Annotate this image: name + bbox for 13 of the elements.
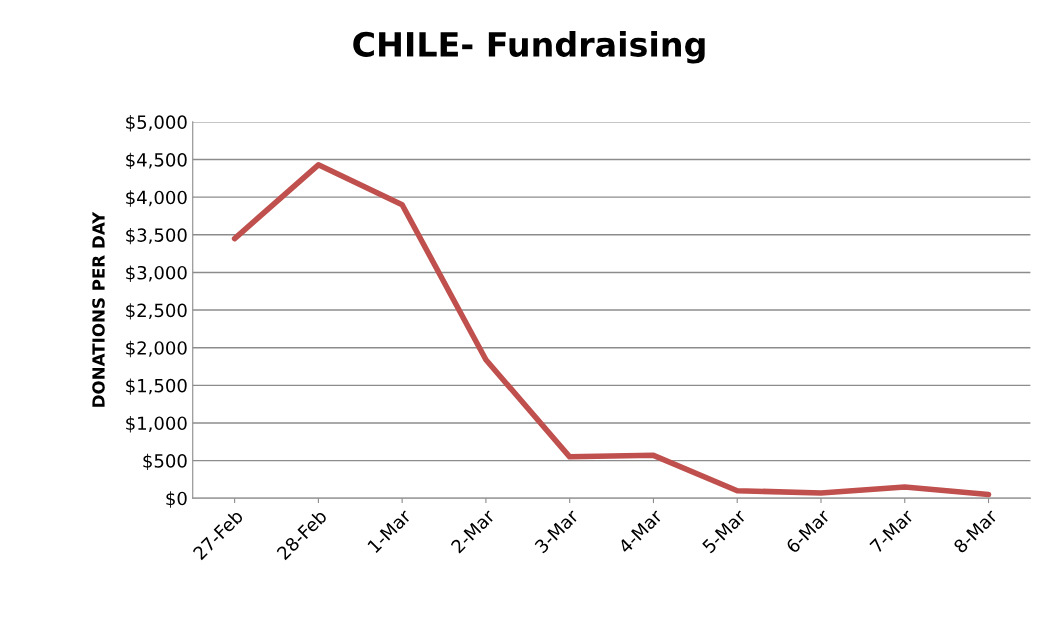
y-tick-label: $2,500 — [126, 303, 187, 320]
y-tick-label: $1,500 — [126, 378, 187, 395]
y-tick-label: $4,500 — [126, 152, 187, 170]
y-tick-label: $2,000 — [126, 340, 187, 358]
y-tick-label: $3,000 — [126, 265, 187, 282]
y-tick-label: $3,500 — [126, 227, 187, 245]
y-tick-label: $1,000 — [126, 416, 187, 433]
y-tick-label: $4,000 — [126, 190, 187, 207]
y-axis-title: DONATIONS PER DAY — [92, 211, 105, 407]
y-tick-label: $5,000 — [126, 115, 187, 132]
y-tick-label: $500 — [143, 453, 187, 471]
chart-title: CHILE- Fundraising — [353, 31, 705, 64]
y-tick-label: $0 — [166, 491, 187, 508]
